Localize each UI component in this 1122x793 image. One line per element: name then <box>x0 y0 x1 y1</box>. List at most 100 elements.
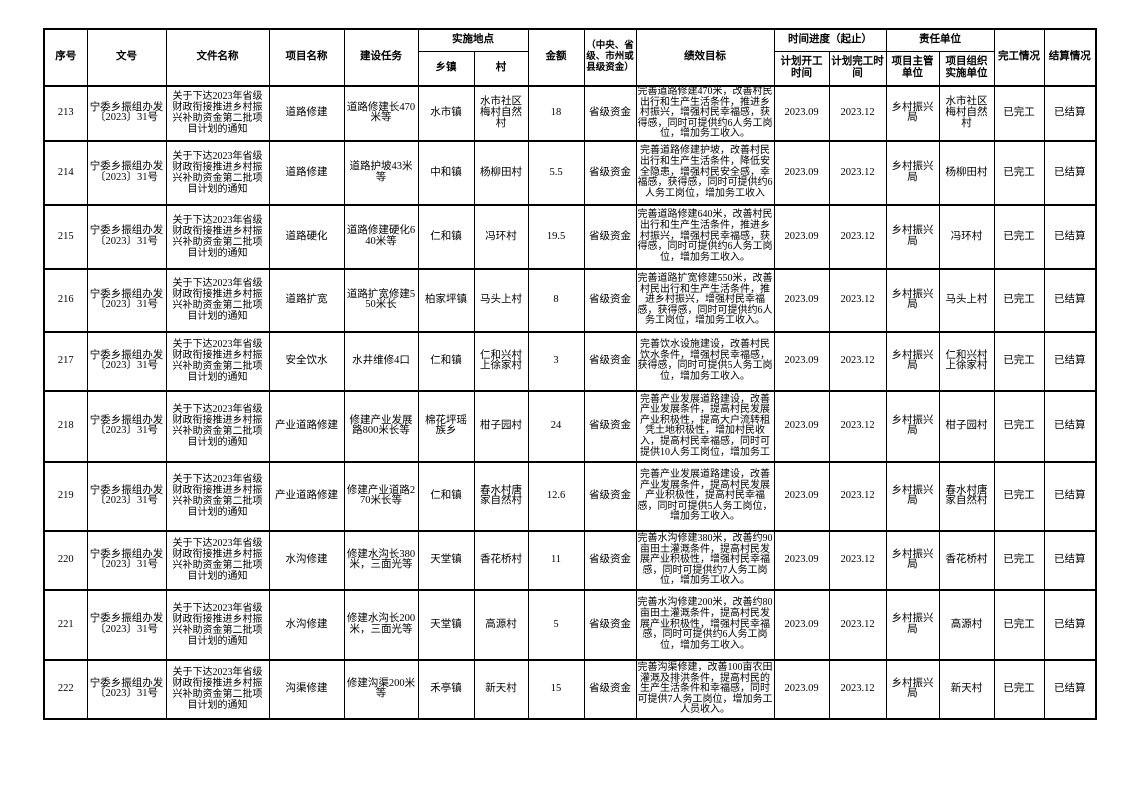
table-row: 213 宁委乡振组办发〔2023〕31号 关于下达2023年省级财政衔接推进乡村振兴… <box>43 85 1097 142</box>
cell-doc-no: 宁委乡振组办发〔2023〕31号 <box>86 460 167 532</box>
cell-fund-source: 省级资金 <box>583 529 637 591</box>
cell-completion: 已完工 <box>993 139 1045 206</box>
cell-task: 道路护坡43米等 <box>343 139 419 206</box>
cell-doc-name: 关于下达2023年省级财政衔接推进乡村振兴补助资金第二批项目计划的通知 <box>165 267 270 333</box>
cell-task: 修建沟渠200米等 <box>343 658 419 720</box>
cell-completion: 已完工 <box>993 389 1045 463</box>
cell-seq: 213 <box>43 85 88 142</box>
header-completion: 完工情况 <box>993 28 1045 87</box>
table-body: 213 宁委乡振组办发〔2023〕31号 关于下达2023年省级财政衔接推进乡村振兴… <box>43 85 1097 720</box>
header-doc-name: 文件名称 <box>165 28 270 87</box>
cell-seq: 215 <box>43 203 88 270</box>
cell-amount: 5.5 <box>527 139 585 206</box>
cell-supervisor-unit: 乡村振兴局 <box>885 267 940 333</box>
cell-doc-no: 宁委乡振组办发〔2023〕31号 <box>86 203 167 270</box>
cell-township: 中和镇 <box>417 139 475 206</box>
cell-end-time: 2023.12 <box>828 529 887 591</box>
cell-amount: 8 <box>527 267 585 333</box>
cell-task: 修建产业发展路800米长等 <box>343 389 419 463</box>
cell-impl-unit: 仁和兴村上徐家村 <box>938 330 995 392</box>
header-task: 建设任务 <box>343 28 419 87</box>
cell-doc-name: 关于下达2023年省级财政衔接推进乡村振兴补助资金第二批项目计划的通知 <box>165 529 270 591</box>
cell-project-name: 道路硬化 <box>268 203 345 270</box>
cell-project-name: 产业道路修建 <box>268 389 345 463</box>
cell-settlement: 已结算 <box>1043 389 1097 463</box>
cell-performance: 完善产业发展道路建设，改善产业发展条件，提高村民发展产业积极性，提高村民幸福感，… <box>635 460 775 532</box>
cell-amount: 3 <box>527 330 585 392</box>
cell-fund-source: 省级资金 <box>583 85 637 142</box>
cell-end-time: 2023.12 <box>828 330 887 392</box>
cell-amount: 24 <box>527 389 585 463</box>
cell-village: 冯环村 <box>473 203 529 270</box>
cell-township: 棉花坪瑶族乡 <box>417 389 475 463</box>
cell-supervisor-unit: 乡村振兴局 <box>885 203 940 270</box>
cell-performance: 完善道路修建护坡，改善村民出行和生产生活条件，降低安全隐患，增强村民安全感，幸福… <box>635 139 775 206</box>
cell-settlement: 已结算 <box>1043 330 1097 392</box>
cell-start-time: 2023.09 <box>773 658 830 720</box>
cell-township: 禾亭镇 <box>417 658 475 720</box>
cell-doc-name: 关于下达2023年省级财政衔接推进乡村振兴补助资金第二批项目计划的通知 <box>165 139 270 206</box>
cell-impl-unit: 马头上村 <box>938 267 995 333</box>
cell-performance: 完善产业发展道路建设，改善产业发展条件，提高村民发展产业积极性，提高大户流转租凭… <box>635 389 775 463</box>
cell-village: 新天村 <box>473 658 529 720</box>
cell-completion: 已完工 <box>993 529 1045 591</box>
cell-completion: 已完工 <box>993 203 1045 270</box>
cell-doc-no: 宁委乡振组办发〔2023〕31号 <box>86 330 167 392</box>
cell-supervisor-unit: 乡村振兴局 <box>885 529 940 591</box>
cell-end-time: 2023.12 <box>828 85 887 142</box>
cell-end-time: 2023.12 <box>828 203 887 270</box>
cell-doc-no: 宁委乡振组办发〔2023〕31号 <box>86 389 167 463</box>
cell-settlement: 已结算 <box>1043 267 1097 333</box>
cell-start-time: 2023.09 <box>773 85 830 142</box>
cell-township: 仁和镇 <box>417 330 475 392</box>
cell-settlement: 已结算 <box>1043 529 1097 591</box>
cell-performance: 完善道路修建470米，改善村民出行和生产生活条件，推进乡村振兴，增强村民幸福感，… <box>635 85 775 142</box>
cell-project-name: 安全饮水 <box>268 330 345 392</box>
header-doc-number: 文号 <box>86 28 167 87</box>
table-row: 221 宁委乡振组办发〔2023〕31号 关于下达2023年省级财政衔接推进乡村振兴… <box>43 588 1097 661</box>
cell-task: 道路扩宽修建550米长 <box>343 267 419 333</box>
cell-performance: 完善沟渠修建，改善100亩农田灌溉及排洪条件，提高村民的生产生活条件和幸福感，同… <box>635 658 775 720</box>
table-row: 222 宁委乡振组办发〔2023〕31号 关于下达2023年省级财政衔接推进乡村振兴… <box>43 658 1097 720</box>
table-row: 219 宁委乡振组办发〔2023〕31号 关于下达2023年省级财政衔接推进乡村振兴… <box>43 460 1097 532</box>
cell-village: 香花桥村 <box>473 529 529 591</box>
cell-supervisor-unit: 乡村振兴局 <box>885 389 940 463</box>
header-township: 乡镇 <box>417 50 475 87</box>
cell-township: 天堂镇 <box>417 529 475 591</box>
cell-completion: 已完工 <box>993 588 1045 661</box>
cell-seq: 220 <box>43 529 88 591</box>
cell-task: 修建水沟长200米，三面光等 <box>343 588 419 661</box>
projects-table: 序号 文号 文件名称 项目名称 建设任务 实施地点 金额 （中央、省级、市州或县… <box>43 28 1097 720</box>
cell-amount: 5 <box>527 588 585 661</box>
cell-village: 春水村唐家自然村 <box>473 460 529 532</box>
cell-seq: 221 <box>43 588 88 661</box>
cell-doc-no: 宁委乡振组办发〔2023〕31号 <box>86 85 167 142</box>
cell-project-name: 道路修建 <box>268 85 345 142</box>
cell-task: 水井维修4口 <box>343 330 419 392</box>
cell-impl-unit: 水市社区梅村自然村 <box>938 85 995 142</box>
cell-task: 道路修建硬化640米等 <box>343 203 419 270</box>
cell-seq: 219 <box>43 460 88 532</box>
cell-seq: 218 <box>43 389 88 463</box>
cell-seq: 214 <box>43 139 88 206</box>
cell-fund-source: 省级资金 <box>583 139 637 206</box>
table-header: 序号 文号 文件名称 项目名称 建设任务 实施地点 金额 （中央、省级、市州或县… <box>43 28 1097 87</box>
cell-project-name: 水沟修建 <box>268 529 345 591</box>
cell-township: 天堂镇 <box>417 588 475 661</box>
cell-fund-source: 省级资金 <box>583 588 637 661</box>
cell-start-time: 2023.09 <box>773 139 830 206</box>
cell-seq: 222 <box>43 658 88 720</box>
header-project-name: 项目名称 <box>268 28 345 87</box>
cell-amount: 19.5 <box>527 203 585 270</box>
cell-completion: 已完工 <box>993 267 1045 333</box>
cell-township: 仁和镇 <box>417 203 475 270</box>
table-row: 218 宁委乡振组办发〔2023〕31号 关于下达2023年省级财政衔接推进乡村振兴… <box>43 389 1097 463</box>
cell-supervisor-unit: 乡村振兴局 <box>885 139 940 206</box>
cell-completion: 已完工 <box>993 330 1045 392</box>
table-row: 214 宁委乡振组办发〔2023〕31号 关于下达2023年省级财政衔接推进乡村振兴… <box>43 139 1097 206</box>
cell-village: 高源村 <box>473 588 529 661</box>
cell-doc-no: 宁委乡振组办发〔2023〕31号 <box>86 139 167 206</box>
table-row: 220 宁委乡振组办发〔2023〕31号 关于下达2023年省级财政衔接推进乡村振兴… <box>43 529 1097 591</box>
cell-township: 柏家坪镇 <box>417 267 475 333</box>
cell-doc-name: 关于下达2023年省级财政衔接推进乡村振兴补助资金第二批项目计划的通知 <box>165 85 270 142</box>
